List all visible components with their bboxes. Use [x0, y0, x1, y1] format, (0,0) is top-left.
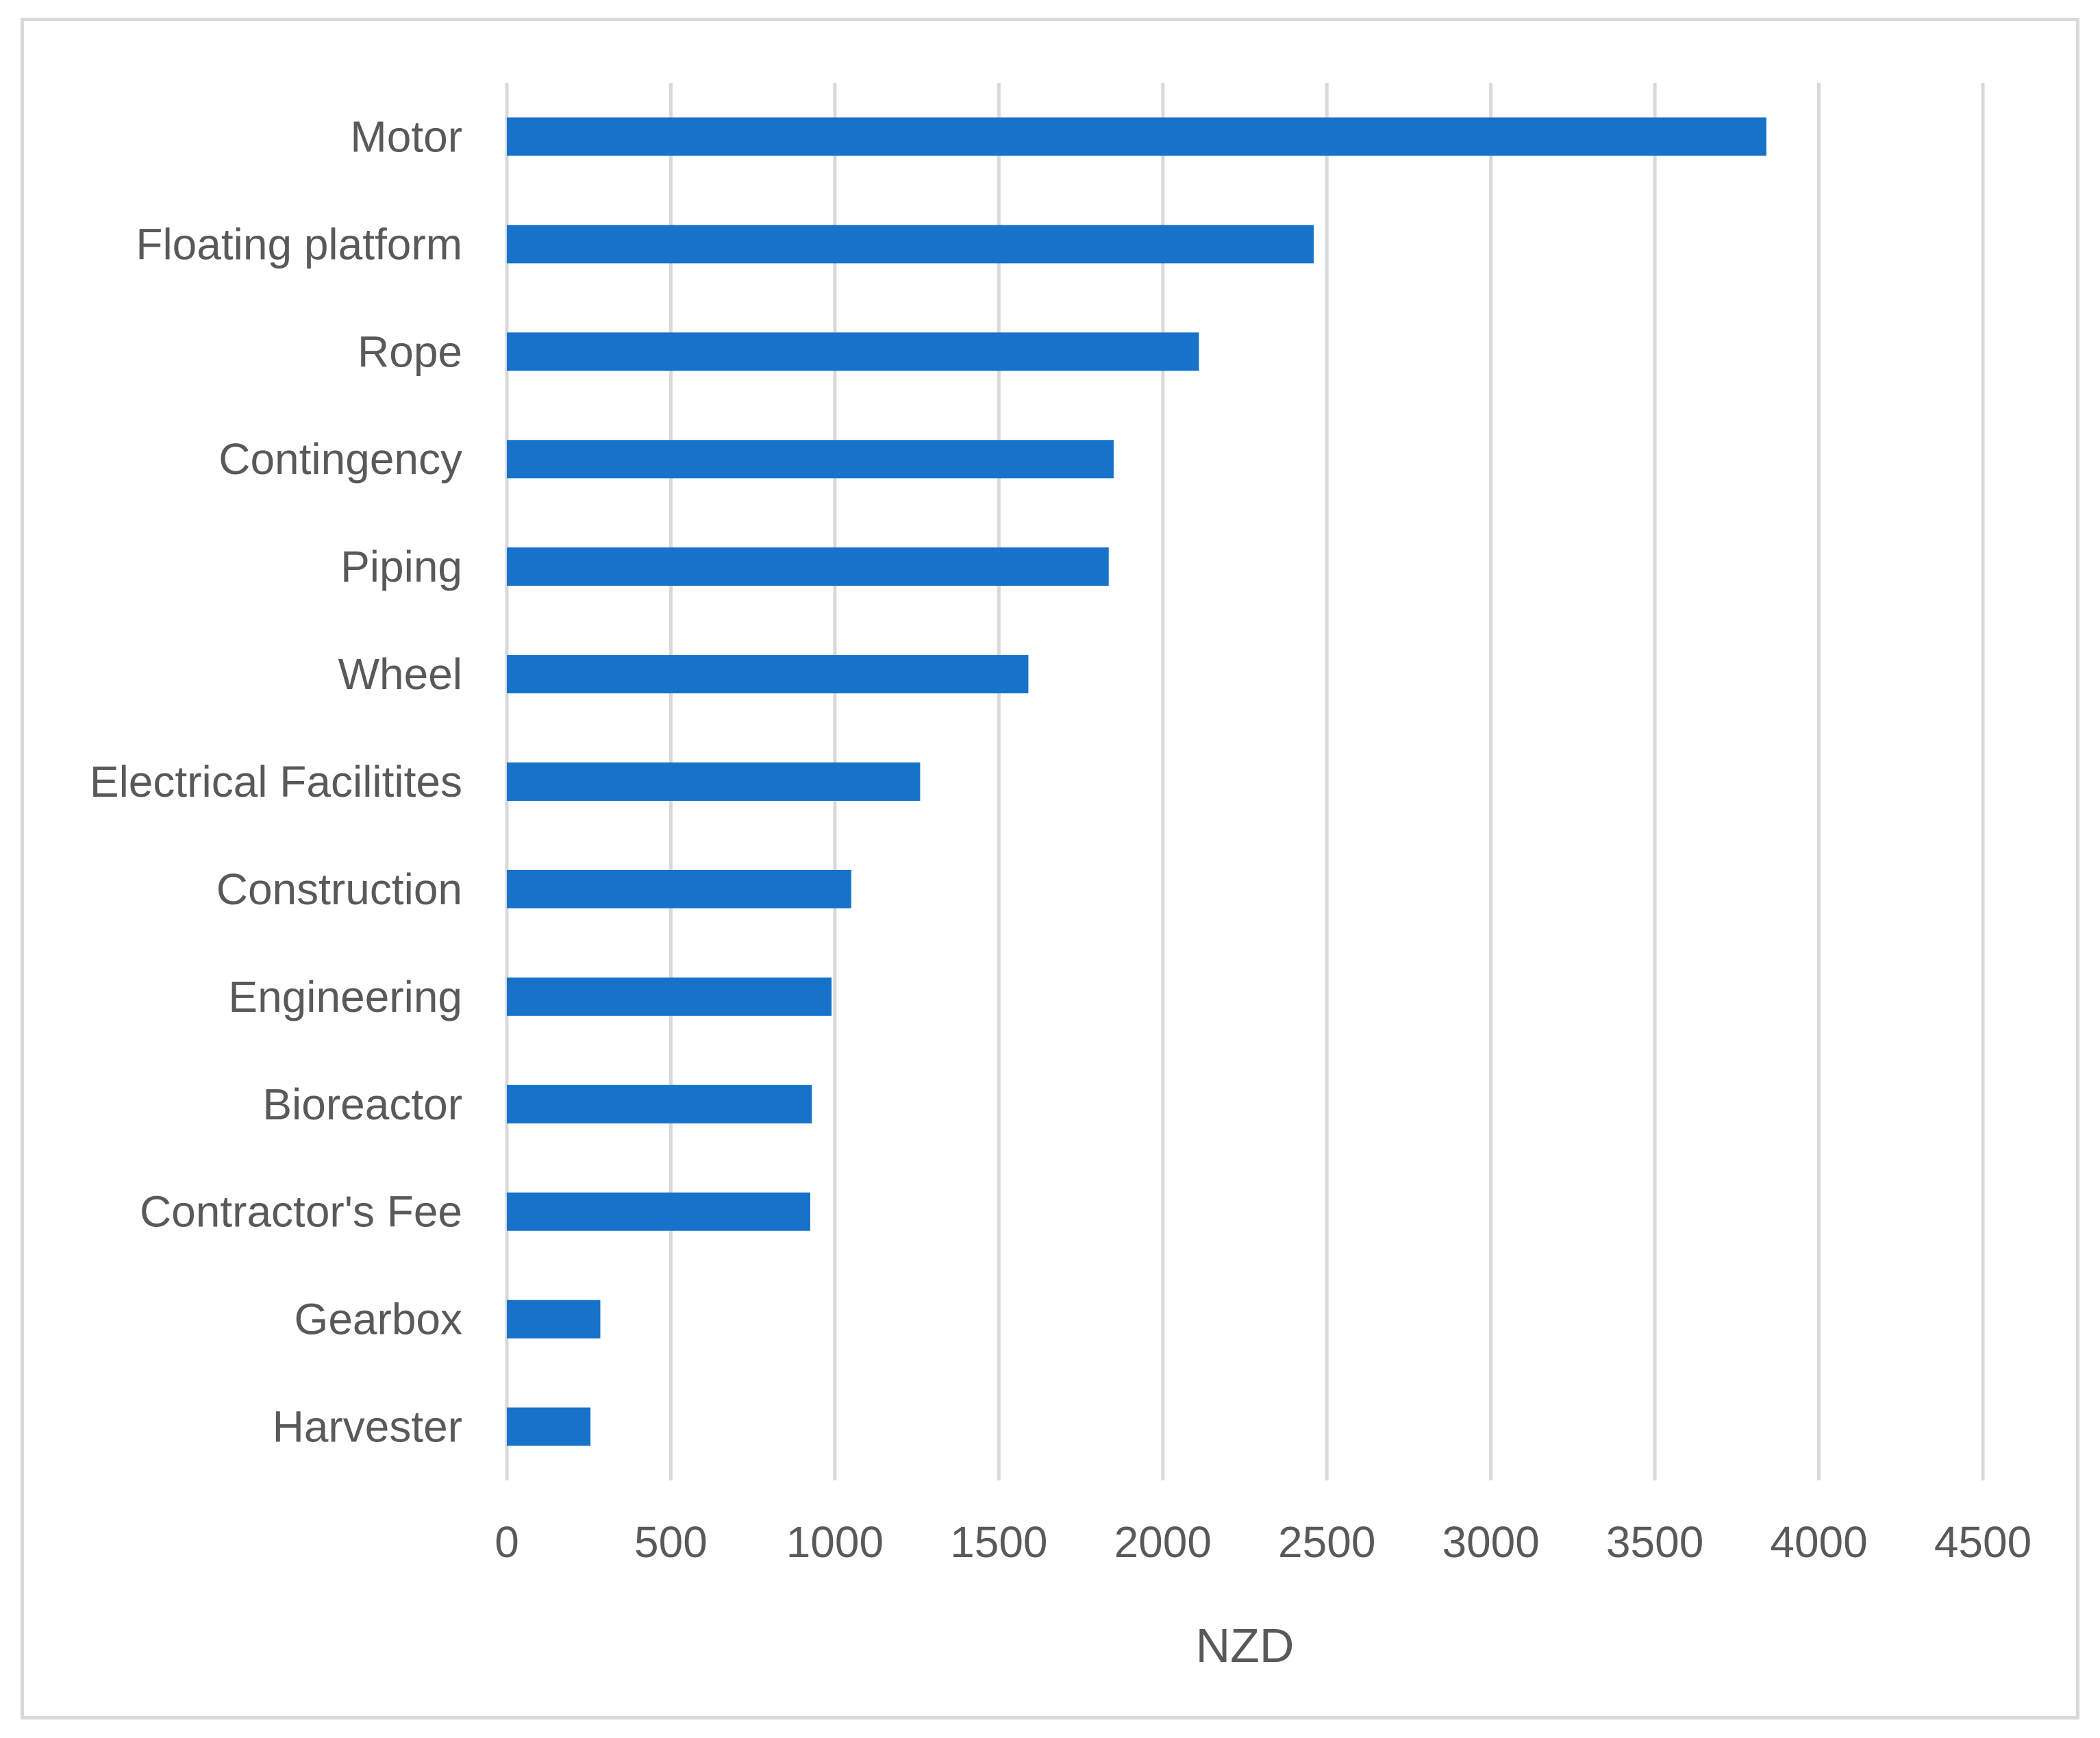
bar-chart: Motor Floating platform Rope Contingency Pip…	[90, 83, 2032, 1672]
bar-gearbox	[507, 1300, 601, 1339]
x-tick-label: 1500	[950, 1517, 1047, 1567]
bar-contingency	[507, 440, 1114, 479]
bar-electrical-facilitites	[507, 762, 921, 801]
category-labels: Motor Floating platform Rope Contingency Pip…	[90, 112, 462, 1451]
x-axis-title: NZD	[1196, 1619, 1295, 1672]
category-label: Contingency	[218, 434, 462, 484]
category-label: Engineering	[228, 972, 462, 1021]
bars	[507, 117, 1766, 1446]
bar-piping	[507, 547, 1109, 586]
x-tick-label: 4000	[1770, 1517, 1867, 1567]
category-label: Rope	[358, 327, 462, 376]
bar-construction	[507, 869, 851, 908]
x-tick-label: 500	[634, 1517, 708, 1567]
x-tick-label: 3500	[1606, 1517, 1703, 1567]
bar-floating-platform	[507, 225, 1314, 264]
bar-wheel	[507, 655, 1029, 694]
category-label: Contractor's Fee	[140, 1187, 462, 1237]
bar-contractor-s-fee	[507, 1192, 810, 1231]
category-label: Gearbox	[295, 1295, 462, 1344]
x-tick-label: 0	[495, 1517, 519, 1567]
chart-frame: Motor Floating platform Rope Contingency Pip…	[21, 18, 2079, 1720]
category-label: Motor	[350, 112, 462, 161]
category-label: Floating platform	[136, 219, 462, 269]
category-label: Construction	[216, 865, 462, 914]
bar-harvester	[507, 1407, 591, 1446]
tick-labels: 0 500 1000 1500 2000 2500 3000 3500 4000 4500	[495, 1517, 2032, 1567]
category-label: Piping	[340, 542, 462, 591]
x-tick-label: 3000	[1442, 1517, 1539, 1567]
x-tick-label: 4500	[1934, 1517, 2032, 1567]
bar-motor	[507, 117, 1766, 156]
category-label: Wheel	[338, 649, 462, 699]
category-label: Bioreactor	[262, 1080, 462, 1129]
bar-engineering	[507, 977, 832, 1016]
gridlines	[505, 83, 1985, 1480]
category-label: Harvester	[273, 1402, 462, 1452]
bar-rope	[507, 332, 1199, 371]
x-tick-label: 2000	[1114, 1517, 1212, 1567]
x-tick-label: 2500	[1278, 1517, 1375, 1567]
bar-bioreactor	[507, 1084, 812, 1124]
category-label: Electrical Facilitites	[90, 757, 462, 806]
x-tick-label: 1000	[786, 1517, 884, 1567]
